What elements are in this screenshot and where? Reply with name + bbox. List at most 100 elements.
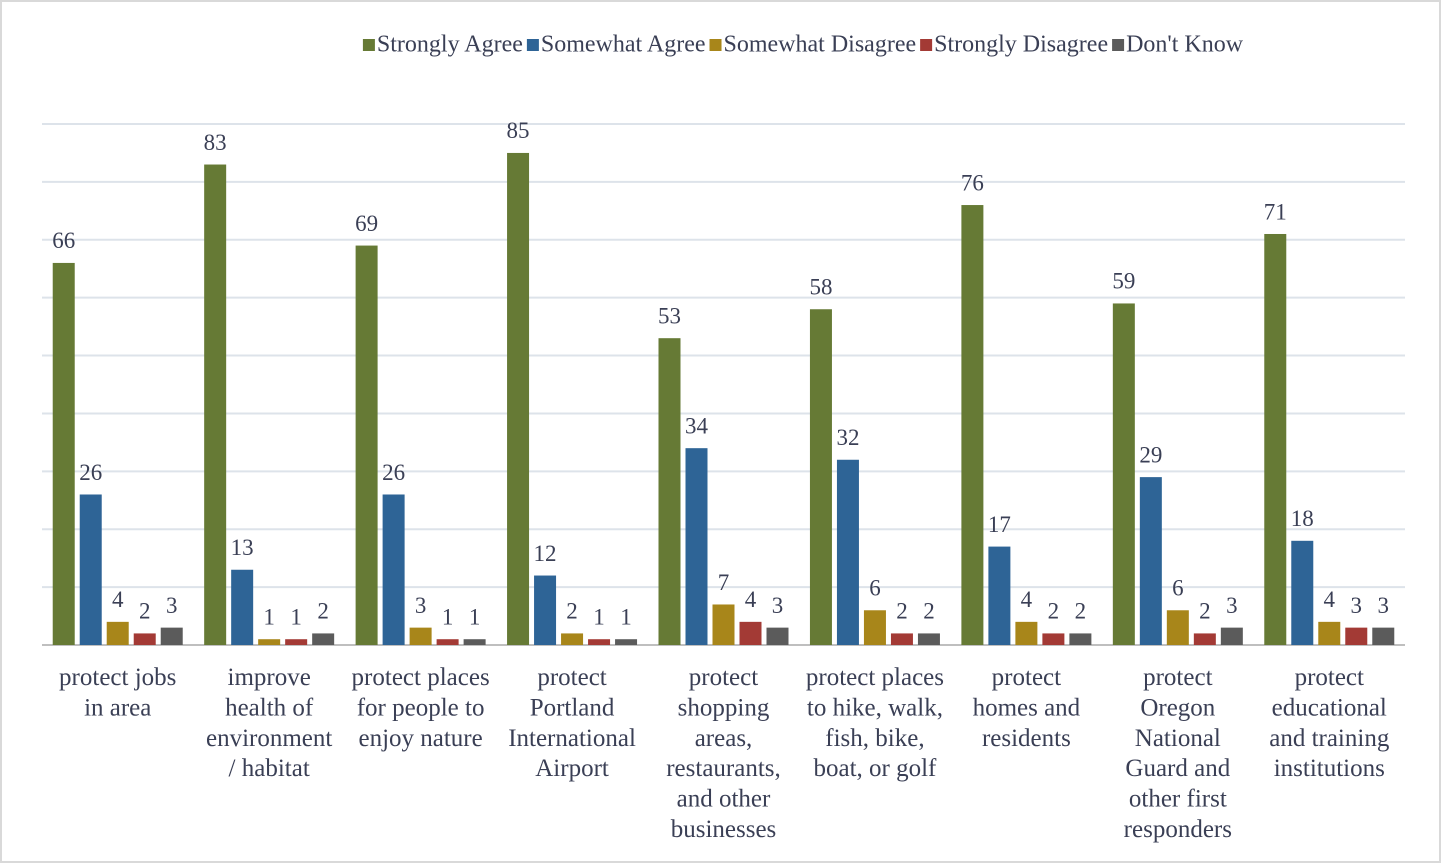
bar (917, 633, 940, 645)
bar (988, 546, 1011, 645)
bar (1042, 633, 1065, 645)
data-label: 2 (317, 599, 329, 624)
x-tick-label: protect places to hike, walk, fish, bike, b… (806, 664, 944, 782)
data-label: 2 (139, 599, 151, 624)
bar (1015, 621, 1038, 645)
bar (561, 633, 584, 645)
data-label: 58 (809, 275, 832, 300)
bar (160, 627, 183, 645)
legend-swatch (709, 39, 722, 51)
data-label: 13 (231, 535, 254, 560)
legend-swatch (526, 39, 539, 51)
bar (1139, 477, 1162, 645)
data-label: 53 (658, 303, 681, 328)
data-label: 2 (896, 599, 908, 624)
bar (1372, 627, 1395, 645)
legend-label: Strongly Disagree (934, 32, 1108, 58)
bar (1069, 633, 1092, 645)
bar (766, 627, 789, 645)
x-tick-label: protect shopping areas, restaurants, and oth… (666, 664, 781, 843)
legend-swatch (1112, 39, 1125, 51)
bar (615, 639, 638, 645)
bar (312, 633, 335, 645)
data-label: 26 (382, 460, 405, 485)
data-label: 1 (469, 604, 481, 629)
bar (133, 633, 156, 645)
bar (52, 262, 75, 645)
bar (409, 627, 432, 645)
bar (106, 621, 129, 645)
bar (1166, 610, 1189, 645)
data-label: 69 (355, 211, 378, 236)
bar (739, 621, 762, 645)
x-tick-label: protect jobs in area (59, 664, 176, 721)
bar (1193, 633, 1216, 645)
data-label: 3 (1351, 593, 1363, 618)
bar (507, 152, 530, 645)
data-label: 85 (507, 118, 530, 143)
bar (1291, 540, 1314, 645)
data-label: 3 (1226, 593, 1238, 618)
bar (231, 569, 254, 645)
x-tick-label: protect places for people to enjoy nature (352, 664, 490, 752)
data-label: 18 (1291, 506, 1314, 531)
bar (1318, 621, 1341, 645)
bar (204, 164, 227, 645)
bar (258, 639, 281, 645)
legend-swatch (362, 39, 375, 51)
bar (890, 633, 913, 645)
data-label: 76 (961, 170, 984, 195)
x-tick-label: protect educational and training institutio… (1269, 664, 1390, 782)
bar (658, 338, 681, 645)
x-tick-label: protect Oregon National Guard and other firs… (1124, 664, 1232, 843)
bar (836, 459, 859, 645)
data-label: 83 (204, 130, 227, 155)
data-label: 3 (415, 593, 427, 618)
bar (685, 448, 708, 645)
data-label: 34 (685, 413, 709, 438)
data-label: 1 (593, 604, 605, 629)
legend-swatch (920, 39, 933, 51)
data-label: 12 (534, 541, 557, 566)
data-label: 3 (1378, 593, 1390, 618)
bar (1112, 303, 1135, 645)
legend-label: Somewhat Agree (541, 32, 706, 58)
data-label: 4 (745, 587, 757, 612)
bar (355, 245, 378, 646)
data-label: 4 (112, 587, 124, 612)
bar (712, 604, 735, 645)
data-label: 1 (263, 604, 275, 629)
data-label: 2 (1075, 599, 1087, 624)
data-label: 17 (988, 512, 1011, 537)
legend-label: Don't Know (1126, 32, 1244, 58)
data-label: 2 (1048, 599, 1060, 624)
data-label: 59 (1112, 269, 1135, 294)
bar (79, 494, 102, 645)
bar (285, 639, 308, 645)
legend-label: Somewhat Disagree (724, 32, 917, 58)
x-tick-label: protect Portland International Airport (508, 664, 636, 782)
data-label: 1 (290, 604, 302, 629)
data-label: 1 (620, 604, 632, 629)
data-label: 32 (836, 425, 859, 450)
bar (534, 575, 557, 645)
data-label: 29 (1139, 442, 1162, 467)
bar (1220, 627, 1243, 645)
data-label: 7 (718, 570, 730, 595)
data-label: 4 (1021, 587, 1033, 612)
bar (382, 494, 405, 645)
bar (863, 610, 886, 645)
data-label: 4 (1324, 587, 1336, 612)
bar (961, 205, 984, 646)
bar (463, 639, 486, 645)
data-label: 3 (772, 593, 784, 618)
data-label: 3 (166, 593, 178, 618)
bar (436, 639, 459, 645)
legend-label: Strongly Agree (377, 32, 523, 58)
data-label: 2 (566, 599, 578, 624)
data-label: 6 (1172, 576, 1184, 601)
data-label: 2 (1199, 599, 1211, 624)
data-label: 66 (52, 228, 75, 253)
